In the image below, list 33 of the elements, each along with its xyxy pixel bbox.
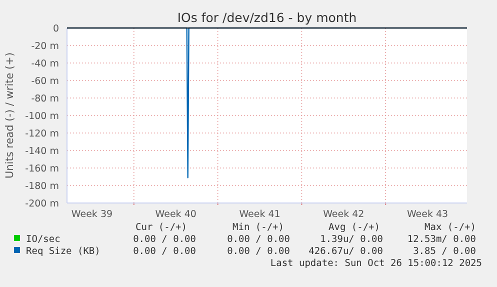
text: Avg (-/+)	[328, 222, 380, 233]
chart-title: IOs for /dev/zd16 - by month	[177, 10, 357, 25]
y-axis-title: Units read (-) / write (+)	[4, 52, 16, 179]
text: 426.67u/ 0.00	[308, 246, 384, 257]
y-tick-label: -180 m	[25, 181, 59, 192]
x-tick-label: Week 41	[239, 209, 280, 220]
text: Last update: Sun Oct 26 15:00:12 2025	[270, 258, 482, 269]
y-tick-label: -160 m	[25, 164, 59, 174]
text: 0.00 / 0.00	[133, 234, 196, 245]
x-tick-label: Week 39	[71, 209, 113, 220]
x-tick-label: Week 40	[155, 209, 196, 220]
y-tick-label: -120 m	[25, 128, 59, 140]
y-tick-label: -140 m	[25, 146, 59, 157]
y-tick-label: 0	[52, 24, 59, 34]
y-tick-label: -200 m	[25, 198, 59, 210]
legend-label: Req Size (KB)	[26, 246, 100, 257]
y-tick-label: -80 m	[31, 94, 59, 104]
text: 12.53m/ 0.00	[407, 234, 476, 245]
x-tick-label: Week 42	[323, 209, 364, 220]
legend-label: IO/sec	[26, 234, 60, 245]
y-tick-label: -20 m	[31, 41, 59, 52]
y-tick-label: -60 m	[31, 76, 59, 87]
text: 1.39u/ 0.00	[320, 234, 384, 245]
text: 3.85 / 0.00	[413, 246, 476, 257]
y-tick-label: -100 m	[25, 111, 59, 122]
text: Cur (-/+)	[136, 222, 187, 233]
text: 0.00 / 0.00	[227, 234, 290, 245]
text: Min (-/+)	[232, 222, 284, 233]
text: 0.00 / 0.00	[227, 246, 290, 257]
y-tick-label: -40 m	[31, 58, 59, 70]
text: Max (-/+)	[424, 222, 476, 233]
text: 0.00 / 0.00	[133, 246, 196, 257]
x-tick-label: Week 43	[406, 209, 448, 220]
